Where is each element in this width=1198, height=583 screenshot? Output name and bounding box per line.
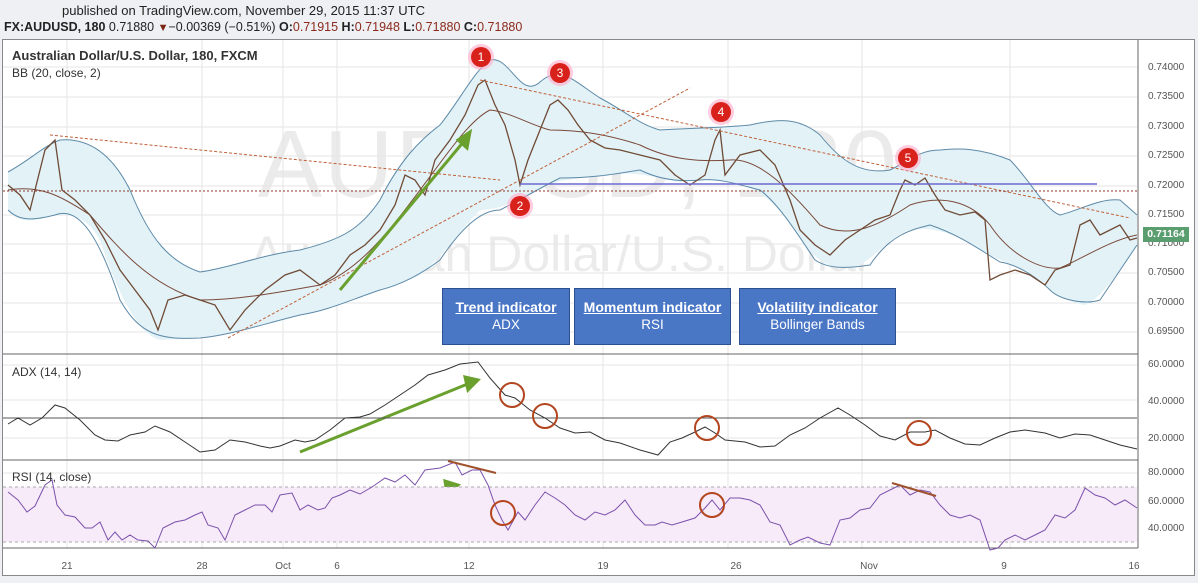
trendline-left [49, 134, 501, 181]
price-tick: 0.73500 [1148, 91, 1185, 102]
adx-line [7, 361, 1138, 456]
price-tick: 0.70500 [1148, 267, 1185, 278]
high-value: 0.71948 [354, 20, 400, 34]
high-label: H: [341, 20, 355, 34]
trend-indicator-box: Trend indicator ADX [442, 288, 570, 345]
marker-1: 1 [471, 47, 491, 67]
price-change: −0.00369 (−0.51%) [168, 20, 276, 34]
volatility-indicator-box: Volatility indicator Bollinger Bands [739, 288, 896, 345]
last-price: 0.71880 [108, 20, 155, 34]
symbol-bar: FX:AUDUSD, 180 0.71880 ▼−0.00369 (−0.51%… [4, 20, 522, 34]
open-value: 0.71915 [292, 20, 339, 34]
price-tick: 0.74000 [1148, 62, 1185, 73]
price-tick: 0.73000 [1148, 121, 1185, 132]
rsi-tick: 80.0000 [1148, 467, 1185, 478]
bb-label: BB (20, close, 2) [12, 66, 101, 80]
time-tick: 21 [61, 561, 73, 572]
rsi-tick: 60.0000 [1148, 496, 1185, 507]
time-tick: 9 [1001, 561, 1007, 572]
time-tick: Nov [860, 561, 878, 572]
low-value: 0.71880 [415, 20, 461, 34]
adx-tick: 40.0000 [1148, 396, 1185, 407]
price-tick: 0.71500 [1148, 209, 1185, 220]
adx-tick: 20.0000 [1148, 433, 1185, 444]
symbol: FX:AUDUSD, 180 [4, 20, 106, 34]
box-heading: Momentum indicator [583, 299, 722, 315]
adx-label: ADX (14, 14) [12, 365, 82, 379]
highlight-circles [490, 382, 932, 526]
time-tick: 28 [196, 561, 208, 572]
marker-3: 3 [550, 63, 570, 83]
low-label: L: [403, 20, 416, 34]
close-label: C: [463, 20, 478, 34]
marker-4: 4 [711, 102, 731, 122]
time-tick: 16 [1128, 561, 1140, 572]
time-tick: 19 [597, 561, 609, 572]
current-price-tag: 0.71164 [1143, 227, 1189, 242]
open-label: O: [278, 20, 293, 34]
bollinger-fill [8, 59, 1137, 340]
time-tick: 6 [334, 561, 340, 572]
price-tick: 0.72000 [1148, 180, 1185, 191]
pane-separators [3, 40, 1139, 549]
box-heading: Trend indicator [455, 299, 557, 315]
price-tick: 0.72500 [1148, 150, 1185, 161]
price-tick: 0.69500 [1148, 326, 1185, 337]
box-sub: Bollinger Bands [770, 317, 865, 332]
main-pane-title: Australian Dollar/U.S. Dollar, 180, FXCM [12, 48, 258, 63]
marker-2: 2 [510, 196, 530, 216]
adx-tick: 60.0000 [1148, 359, 1185, 370]
price-tick: 0.70000 [1148, 297, 1185, 308]
marker-5: 5 [898, 148, 918, 168]
box-heading: Volatility indicator [757, 299, 878, 315]
time-tick: 12 [463, 561, 475, 572]
time-tick: Oct [275, 561, 291, 572]
published-note: published on TradingView.com, November 2… [62, 3, 426, 18]
down-arrow-icon: ▼ [157, 22, 169, 34]
box-sub: RSI [641, 317, 664, 332]
box-sub: ADX [492, 317, 520, 332]
close-value: 0.71880 [477, 20, 523, 34]
price-path [7, 78, 1138, 332]
bollinger-upper [7, 59, 1138, 273]
rsi-line [7, 461, 1138, 551]
time-tick: 26 [730, 561, 742, 572]
divergence-lines [447, 460, 937, 497]
trendline-resistance [479, 79, 1131, 219]
rsi-band [3, 487, 1137, 542]
trendline-support [227, 87, 691, 339]
rsi-label: RSI (14, close) [12, 470, 92, 484]
price-tick: 0.71000 [1148, 238, 1185, 249]
momentum-indicator-box: Momentum indicator RSI [574, 288, 731, 345]
rsi-tick: 40.0000 [1148, 523, 1185, 534]
bollinger-lower [7, 169, 1138, 339]
